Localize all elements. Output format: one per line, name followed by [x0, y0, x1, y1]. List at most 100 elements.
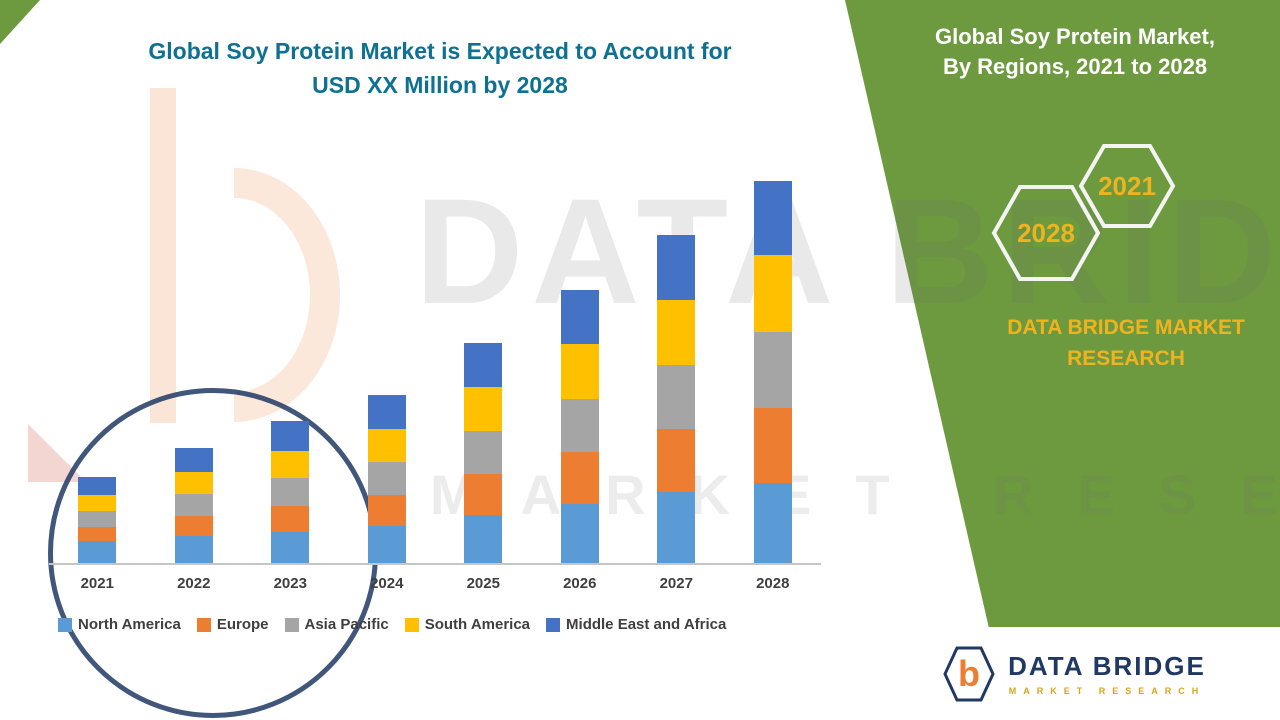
hexagon-2021-outline [1078, 144, 1176, 228]
side-panel-heading: Global Soy Protein Market, By Regions, 2… [880, 22, 1270, 82]
bar-segment [174, 536, 213, 563]
bar-slot [146, 448, 243, 563]
bar-segment [367, 526, 406, 563]
bar-segment [657, 300, 696, 365]
logo-hexagon-outline [943, 646, 995, 701]
bar-segment [464, 343, 503, 387]
bar-segment [657, 235, 696, 300]
company-logo-hexagon-icon: b [943, 646, 995, 701]
hexagon-2028-outline [991, 185, 1101, 281]
bar-segment [271, 506, 310, 532]
x-axis-label: 2022 [177, 575, 211, 592]
legend-label: Asia Pacific [304, 616, 389, 633]
bar-segment [753, 255, 792, 332]
legend-item: Europe [196, 616, 269, 633]
corner-accent-triangle [0, 0, 40, 44]
side-panel-heading-line2: By Regions, 2021 to 2028 [942, 54, 1208, 79]
bar-segment [271, 532, 310, 563]
hexagon-year-2021: 2021 [1098, 171, 1156, 201]
bar-segment [657, 492, 696, 563]
bar-slot [49, 477, 146, 563]
bar-stack-2023 [271, 421, 310, 563]
legend-label: South America [424, 616, 531, 633]
bar-slot [242, 421, 339, 563]
company-logo-name: DATA BRIDGE [1008, 651, 1206, 681]
chart-title: Global Soy Protein Market is Expected to… [70, 34, 810, 102]
bar-segment [271, 421, 310, 451]
bar-segment [657, 365, 696, 429]
x-axis-label: 2024 [370, 575, 404, 592]
bar-segment [271, 478, 310, 506]
x-axis-label: 2025 [466, 575, 500, 592]
bar-stack-2026 [560, 290, 599, 563]
bar-segment [560, 290, 599, 344]
bar-segment [753, 332, 792, 408]
bar-segment [657, 429, 696, 492]
bar-segment [367, 395, 406, 429]
legend-item: North America [58, 616, 181, 633]
labels-row: 2021 2022 2023 2024 2025 2026 2027 2028 [49, 565, 821, 592]
side-panel-brand: DATA BRIDGE MARKET RESEARCH [970, 312, 1280, 374]
bar-segment [271, 451, 310, 478]
bar-slot [435, 343, 532, 563]
bar-segment [174, 448, 213, 472]
hexagon-year-badges: 2028 2021 [991, 144, 1176, 281]
bar-segment [78, 495, 117, 511]
legend-item: South America [404, 616, 531, 633]
bar-segment [174, 472, 213, 494]
bar-segment [367, 429, 406, 462]
bar-segment [560, 504, 599, 563]
bar-segment [464, 515, 503, 563]
x-axis-label: 2021 [80, 575, 114, 592]
chart-title-line2: USD XX Million by 2028 [312, 72, 568, 98]
watermark-text: DATA BRIDGE [415, 167, 1280, 335]
bar-segment [78, 527, 117, 541]
company-logo-subtitle: MARKET RESEARCH [1008, 686, 1206, 696]
bar-segment [78, 511, 117, 527]
bars-row [49, 166, 821, 565]
bar-stack-2021 [78, 477, 117, 563]
bar-slot [628, 235, 725, 563]
side-panel-brand-line2: RESEARCH [1067, 347, 1185, 370]
bar-segment [78, 541, 117, 563]
bar-slot [339, 395, 436, 563]
bar-segment [464, 431, 503, 474]
bar-stack-2022 [174, 448, 213, 563]
logo-monogram: b [958, 653, 980, 694]
chart-title-line1: Global Soy Protein Market is Expected to… [148, 38, 732, 64]
legend: North America Europe Asia Pacific South Ame… [58, 616, 838, 633]
bar-segment [753, 181, 792, 255]
bar-chart: 2021 2022 2023 2024 2025 2026 2027 2028 [49, 166, 821, 592]
legend-label: Middle East and Africa [566, 616, 727, 633]
legend-swatch [404, 617, 419, 632]
bar-stack-2024 [367, 395, 406, 563]
bar-segment [560, 452, 599, 504]
bar-segment [753, 483, 792, 563]
legend-label: North America [78, 616, 181, 633]
bar-segment [464, 387, 503, 431]
side-panel-brand-line1: DATA BRIDGE MARKET [1007, 316, 1245, 339]
bar-segment [753, 408, 792, 483]
bar-slot [532, 290, 629, 563]
legend-label: Europe [216, 616, 269, 633]
legend-swatch [58, 617, 72, 632]
bar-stack-2028 [753, 181, 792, 563]
bar-slot [725, 181, 822, 563]
bar-segment [560, 344, 599, 399]
legend-swatch [196, 617, 211, 632]
bar-segment [78, 477, 117, 495]
bar-stack-2025 [464, 343, 503, 563]
x-axis-label: 2023 [273, 575, 307, 592]
legend-swatch [284, 617, 299, 632]
company-logo-card: b DATA BRIDGE MARKET RESEARCH [868, 627, 1280, 720]
side-panel-heading-line1: Global Soy Protein Market, [935, 24, 1215, 49]
x-axis-label: 2027 [659, 575, 693, 592]
bar-segment [367, 462, 406, 495]
legend-item: Middle East and Africa [546, 616, 726, 633]
hexagon-year-2028: 2028 [1017, 218, 1075, 248]
bar-segment [464, 474, 503, 515]
legend-item: Asia Pacific [284, 616, 389, 633]
watermark-logo-bar [150, 88, 176, 423]
bar-segment [560, 399, 599, 452]
